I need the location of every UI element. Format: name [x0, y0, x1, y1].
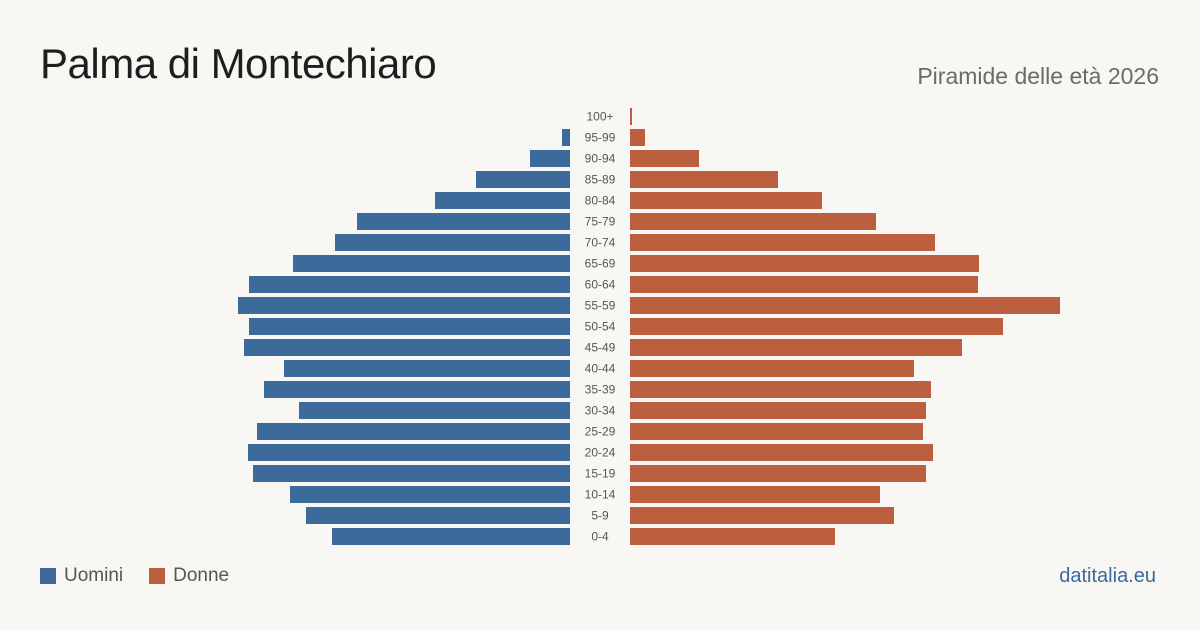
age-label-50-54: 50-54 — [585, 320, 616, 334]
page-title: Palma di Montechiaro — [40, 40, 437, 87]
bar-men-30-34 — [299, 402, 570, 419]
bar-women-55-59 — [630, 297, 1060, 314]
bar-women-70-74 — [630, 234, 935, 251]
age-label-100+: 100+ — [586, 110, 613, 124]
bar-women-50-54 — [630, 318, 1003, 335]
age-label-70-74: 70-74 — [585, 236, 616, 250]
bar-men-35-39 — [264, 381, 570, 398]
bar-men-15-19 — [253, 465, 570, 482]
bar-men-85-89 — [476, 171, 570, 188]
age-label-85-89: 85-89 — [585, 173, 616, 187]
bar-women-15-19 — [630, 465, 926, 482]
legend-label-men: Uomini — [64, 565, 124, 586]
age-label-35-39: 35-39 — [585, 383, 616, 397]
legend-label-women: Donne — [173, 565, 230, 586]
bar-women-40-44 — [630, 360, 914, 377]
age-label-60-64: 60-64 — [585, 278, 616, 292]
age-label-55-59: 55-59 — [585, 299, 616, 313]
legend-swatch-women — [149, 568, 166, 584]
bar-men-75-79 — [357, 213, 570, 230]
legend-item-women: Donne — [149, 565, 229, 587]
bar-men-5-9 — [306, 507, 570, 524]
age-label-45-49: 45-49 — [585, 341, 616, 355]
bar-men-25-29 — [257, 423, 570, 440]
age-label-20-24: 20-24 — [585, 446, 616, 460]
age-label-40-44: 40-44 — [585, 362, 616, 376]
bar-men-60-64 — [249, 276, 570, 293]
bar-men-80-84 — [435, 192, 570, 209]
bar-women-80-84 — [630, 192, 822, 209]
age-label-5-9: 5-9 — [591, 509, 609, 523]
age-label-30-34: 30-34 — [585, 404, 616, 418]
bar-men-90-94 — [530, 150, 570, 167]
bar-women-45-49 — [630, 339, 962, 356]
bar-men-40-44 — [284, 360, 570, 377]
brand-link[interactable]: datitalia.eu — [1059, 565, 1156, 587]
bar-men-50-54 — [249, 318, 570, 335]
legend-item-men: Uomini — [40, 565, 123, 587]
bar-men-70-74 — [335, 234, 570, 251]
bar-women-10-14 — [630, 486, 880, 503]
bar-women-90-94 — [630, 150, 699, 167]
bar-women-75-79 — [630, 213, 876, 230]
chart-legend: Uomini Donne — [40, 565, 247, 587]
age-label-90-94: 90-94 — [585, 152, 616, 166]
bar-men-55-59 — [238, 297, 570, 314]
bar-men-95-99 — [562, 129, 570, 146]
age-label-65-69: 65-69 — [585, 257, 616, 271]
bar-women-0-4 — [630, 528, 835, 545]
chart-subtitle: Piramide delle età 2026 — [917, 63, 1159, 89]
age-label-15-19: 15-19 — [585, 467, 616, 481]
age-label-75-79: 75-79 — [585, 215, 616, 229]
bar-women-65-69 — [630, 255, 979, 272]
bar-women-35-39 — [630, 381, 931, 398]
bar-men-0-4 — [332, 528, 570, 545]
age-label-10-14: 10-14 — [585, 488, 616, 502]
bar-women-25-29 — [630, 423, 923, 440]
age-label-80-84: 80-84 — [585, 194, 616, 208]
legend-swatch-men — [40, 568, 56, 584]
bar-women-5-9 — [630, 507, 894, 524]
age-label-0-4: 0-4 — [591, 530, 609, 544]
age-label-95-99: 95-99 — [585, 131, 616, 145]
bar-women-30-34 — [630, 402, 926, 419]
bar-women-100+ — [630, 108, 632, 125]
bar-men-45-49 — [244, 339, 570, 356]
bar-women-95-99 — [630, 129, 645, 146]
bar-men-65-69 — [293, 255, 570, 272]
bar-women-85-89 — [630, 171, 778, 188]
bar-women-60-64 — [630, 276, 978, 293]
bar-men-10-14 — [290, 486, 570, 503]
age-label-25-29: 25-29 — [585, 425, 616, 439]
bar-men-20-24 — [248, 444, 570, 461]
bar-women-20-24 — [630, 444, 933, 461]
